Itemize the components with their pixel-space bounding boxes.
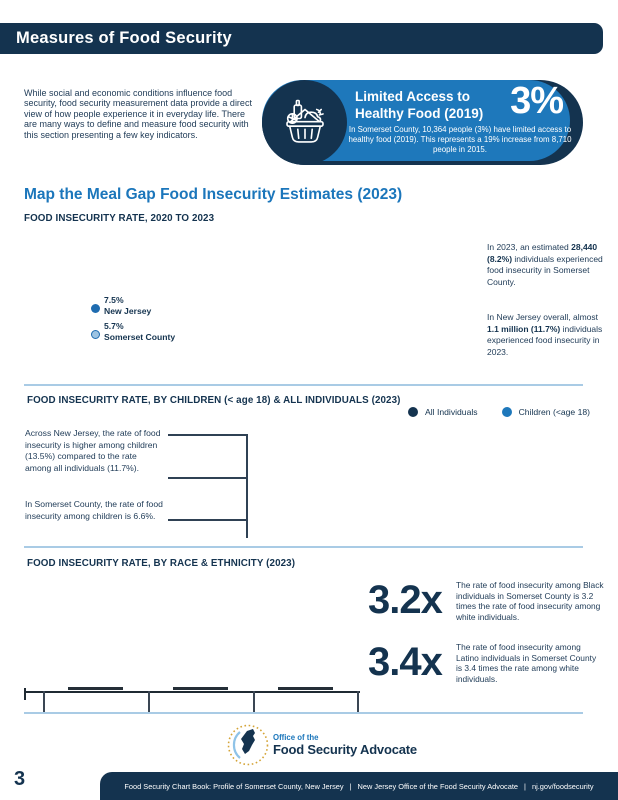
data-point-somerset-county bbox=[91, 330, 100, 339]
ratio-stat-black: 3.2x bbox=[368, 578, 443, 622]
banner-title-line1: Limited Access to bbox=[355, 89, 471, 104]
section-title: Map the Meal Gap Food Insecurity Estimat… bbox=[24, 186, 403, 203]
trend-note-somerset: In 2023, an estimated 28,440 (8.2%) indi… bbox=[487, 242, 603, 288]
banner-title-line2: Healthy Food (2019) bbox=[355, 105, 484, 121]
ratio-note-black: The rate of food insecurity among Black … bbox=[456, 580, 604, 622]
axis-tick bbox=[253, 691, 255, 712]
footer-text-office: New Jersey Office of the Food Security A… bbox=[357, 781, 519, 791]
logo-text: Office of the Food Security Advocate bbox=[273, 733, 417, 757]
footer-bar: Food Security Chart Book: Profile of Som… bbox=[100, 772, 618, 800]
banner-stat-value: 3% bbox=[510, 80, 564, 122]
trend-note-new-jersey: In New Jersey overall, almost 1.1 millio… bbox=[487, 312, 603, 358]
footer-url[interactable]: nj.gov/foodsecurity bbox=[531, 781, 594, 791]
banner-icon-circle bbox=[262, 80, 347, 165]
children-note-new-jersey: Across New Jersey, the rate of food inse… bbox=[25, 428, 161, 474]
ratio-stat-latino: 3.4x bbox=[368, 640, 443, 684]
legend-label-all-individuals: All Individuals bbox=[425, 407, 478, 417]
bar-baseline-segment bbox=[68, 687, 123, 691]
banner-title: Limited Access to Healthy Food (2019) bbox=[355, 89, 483, 122]
point-label-new-jersey: 7.5% New Jersey bbox=[104, 295, 151, 317]
logo-line1: Office of the bbox=[273, 733, 319, 742]
point-label-somerset-county: 5.7% Somerset County bbox=[104, 321, 175, 343]
footer-separator: | bbox=[349, 781, 352, 791]
legend-dot-all-individuals bbox=[408, 407, 419, 417]
point-value: 5.7% bbox=[104, 321, 124, 331]
limited-access-banner: Limited Access to Healthy Food (2019) 3%… bbox=[262, 80, 583, 165]
intro-paragraph: While social and economic conditions inf… bbox=[24, 88, 252, 140]
nj-state-seal-icon bbox=[227, 724, 269, 766]
legend-label-children: Children (<age 18) bbox=[518, 407, 590, 417]
x-axis-line bbox=[24, 691, 360, 693]
section-divider bbox=[24, 546, 583, 548]
footer-separator: | bbox=[524, 781, 526, 791]
ratio-note-latino: The rate of food insecurity among Latino… bbox=[456, 642, 597, 684]
logo-line2: Food Security Advocate bbox=[273, 742, 417, 757]
page-header: Measures of Food Security bbox=[0, 23, 603, 54]
chart-race-heading: FOOD INSECURITY RATE, BY RACE & ETHNICIT… bbox=[27, 558, 296, 569]
chart-frame-vertical-line bbox=[246, 434, 248, 538]
chart-frame-horizontal-line bbox=[168, 477, 247, 479]
chart-frame-horizontal-line bbox=[168, 519, 247, 521]
chart-frame-horizontal-line bbox=[168, 434, 247, 436]
chart-children-heading: FOOD INSECURITY RATE, BY CHILDREN (< age… bbox=[27, 395, 401, 406]
data-point-new-jersey bbox=[91, 304, 100, 313]
grocery-basket-icon bbox=[285, 99, 324, 143]
bar-baseline-segment bbox=[173, 687, 228, 691]
banner-description: In Somerset County, 10,364 people (3%) h… bbox=[348, 125, 572, 154]
page-number: 3 bbox=[14, 768, 26, 790]
point-value: 7.5% bbox=[104, 295, 124, 305]
axis-end-cap bbox=[24, 688, 26, 700]
bar-baseline-segment bbox=[278, 687, 333, 691]
section-divider bbox=[24, 384, 583, 386]
chart-trend-heading: FOOD INSECURITY RATE, 2020 TO 2023 bbox=[24, 213, 215, 224]
point-name: New Jersey bbox=[104, 306, 152, 316]
office-logo: Office of the Food Security Advocate bbox=[227, 724, 417, 766]
point-name: Somerset County bbox=[104, 332, 176, 342]
footer-text-chartbook: Food Security Chart Book: Profile of Som… bbox=[124, 781, 344, 791]
chart-children-legend: All Individuals Children (<age 18) bbox=[408, 407, 590, 417]
page-title: Measures of Food Security bbox=[16, 29, 232, 47]
axis-tick bbox=[148, 691, 150, 712]
legend-dot-children bbox=[501, 407, 512, 417]
children-note-somerset: In Somerset County, the rate of food ins… bbox=[25, 499, 163, 521]
axis-tick bbox=[357, 691, 359, 712]
axis-tick bbox=[43, 691, 45, 712]
section-divider bbox=[24, 712, 583, 714]
